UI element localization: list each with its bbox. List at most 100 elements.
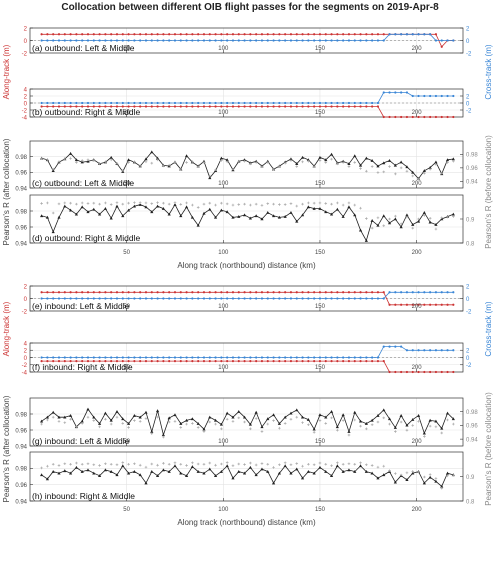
data-point-along xyxy=(150,360,153,363)
data-point-before xyxy=(330,157,333,161)
data-point-before xyxy=(75,425,78,429)
data-point-before xyxy=(225,160,229,164)
data-point-along xyxy=(289,105,293,108)
data-point-after xyxy=(219,208,223,212)
data-point-before xyxy=(423,214,426,217)
data-point-before xyxy=(86,415,90,419)
y-tick-label-left: 0.96 xyxy=(15,171,27,177)
data-point-along xyxy=(382,115,385,119)
data-point-cross xyxy=(115,356,119,359)
data-point-along xyxy=(423,303,426,306)
data-point-along xyxy=(214,291,217,294)
data-point-cross xyxy=(365,101,368,105)
data-point-after xyxy=(237,470,241,473)
data-point-along xyxy=(388,115,391,119)
data-point-after xyxy=(155,204,160,208)
data-point-cross xyxy=(104,101,107,105)
data-point-before xyxy=(341,419,345,422)
data-point-after xyxy=(271,481,276,485)
data-point-after xyxy=(103,411,107,415)
data-point-along xyxy=(92,105,95,108)
data-point-cross xyxy=(295,39,298,42)
data-point-cross xyxy=(237,39,240,42)
data-point-along xyxy=(208,33,211,36)
data-point-after xyxy=(260,467,264,471)
data-point-cross xyxy=(359,101,362,105)
data-point-after xyxy=(387,158,392,162)
data-point-along xyxy=(301,33,304,36)
data-point-along xyxy=(191,33,194,36)
data-point-before xyxy=(40,422,43,426)
data-point-along xyxy=(336,360,339,363)
y-tick-label-left: -2 xyxy=(22,363,28,369)
data-point-along xyxy=(452,370,455,374)
data-point-after xyxy=(341,413,345,417)
data-point-before xyxy=(283,461,287,465)
data-point-along xyxy=(400,370,403,374)
data-point-along xyxy=(284,360,287,363)
data-point-after xyxy=(68,471,73,475)
data-point-after xyxy=(202,471,206,475)
data-point-along xyxy=(376,291,380,294)
data-point-cross xyxy=(336,297,339,300)
data-point-after xyxy=(57,471,61,475)
data-point-cross xyxy=(260,356,264,359)
data-point-cross xyxy=(371,356,374,359)
data-point-after xyxy=(434,419,438,423)
y-tick-label-left: 0.98 xyxy=(15,155,27,161)
data-point-after xyxy=(225,464,229,468)
data-point-along xyxy=(295,33,298,36)
data-point-along xyxy=(75,33,78,36)
data-point-after xyxy=(260,425,264,429)
data-point-cross xyxy=(81,356,84,359)
x-tick-label: 50 xyxy=(123,507,130,513)
data-point-along xyxy=(330,360,333,363)
data-point-along xyxy=(376,360,380,363)
data-point-before xyxy=(434,163,438,166)
data-point-after xyxy=(428,475,432,479)
data-point-before xyxy=(109,462,113,466)
data-point-after xyxy=(179,471,183,475)
data-point-before xyxy=(57,464,61,467)
data-point-cross xyxy=(144,297,148,300)
data-point-before xyxy=(278,203,281,206)
data-point-along xyxy=(173,33,177,36)
data-point-before xyxy=(353,161,357,164)
data-point-along xyxy=(98,105,101,108)
data-point-after xyxy=(86,159,90,163)
data-point-before xyxy=(191,160,194,164)
data-point-along xyxy=(255,291,258,294)
data-point-before xyxy=(127,201,130,205)
data-point-before xyxy=(185,161,188,164)
data-point-along xyxy=(440,370,443,374)
x-tick-label: 50 xyxy=(123,439,130,445)
data-point-before xyxy=(92,159,96,162)
data-point-along xyxy=(255,33,258,36)
data-point-cross xyxy=(144,39,148,42)
data-point-cross xyxy=(162,356,165,359)
data-point-along xyxy=(243,291,246,294)
data-point-after xyxy=(138,203,142,206)
data-point-before xyxy=(225,202,229,206)
data-point-cross xyxy=(57,356,61,359)
data-point-cross xyxy=(121,356,124,359)
data-point-after xyxy=(225,210,229,214)
data-point-before xyxy=(63,462,67,466)
data-point-along xyxy=(144,33,148,36)
data-point-before xyxy=(272,167,275,171)
data-point-after xyxy=(109,216,113,220)
data-point-cross xyxy=(92,297,95,300)
data-point-before xyxy=(86,202,90,205)
data-point-cross xyxy=(278,356,281,359)
data-point-after xyxy=(318,413,322,417)
data-point-along xyxy=(249,105,252,108)
data-point-along xyxy=(353,291,356,294)
series-line-after xyxy=(41,408,454,437)
y-tick-label-right: 0.9 xyxy=(466,475,475,481)
y-tick-label-right: 0.94 xyxy=(466,437,478,443)
data-point-before xyxy=(231,167,235,171)
data-point-after xyxy=(68,414,73,417)
data-point-after xyxy=(364,422,368,425)
data-point-cross xyxy=(226,297,229,300)
data-point-cross xyxy=(52,101,55,105)
